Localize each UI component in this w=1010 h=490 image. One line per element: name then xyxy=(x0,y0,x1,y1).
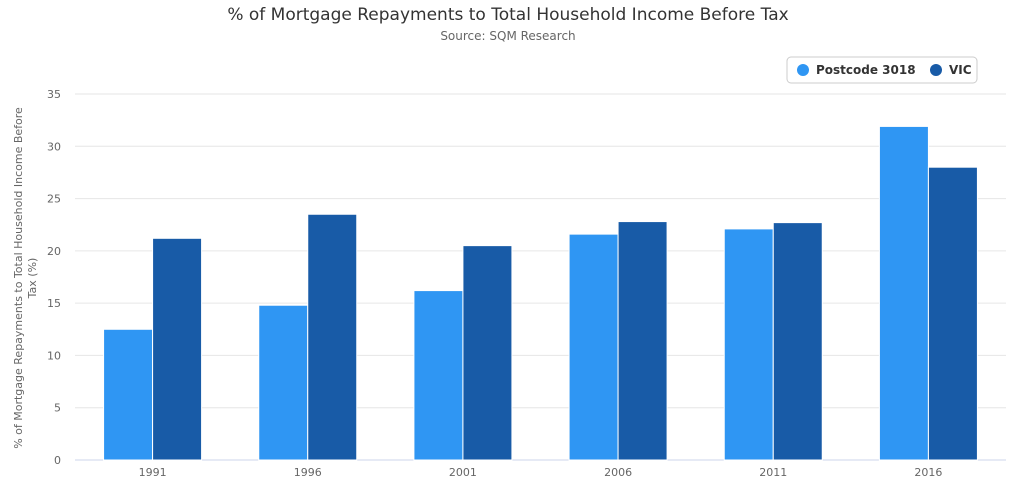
legend-marker-postcode-3018[interactable] xyxy=(797,64,809,76)
y-tick-label-25: 25 xyxy=(47,193,61,206)
y-axis-title-line-2: Tax (%) xyxy=(26,258,39,300)
y-tick-label-15: 15 xyxy=(47,297,61,310)
x-tick-label-2006: 2006 xyxy=(604,466,632,479)
legend-marker-vic[interactable] xyxy=(930,64,942,76)
legend-label-vic[interactable]: VIC xyxy=(949,63,972,77)
x-tick-label-1996: 1996 xyxy=(294,466,322,479)
bar-vic-2001[interactable] xyxy=(462,245,513,461)
x-axis-ticks: 1991 1996 2001 2006 2011 2016 xyxy=(139,466,943,479)
bar-vic-2011[interactable] xyxy=(772,222,823,461)
bar-vic-1996[interactable] xyxy=(307,213,358,461)
y-tick-label-35: 35 xyxy=(47,88,61,101)
bar-postcode-3018-1991[interactable] xyxy=(103,328,154,461)
y-axis-title-line-1: % of Mortgage Repayments to Total Househ… xyxy=(12,107,25,449)
x-tick-label-2001: 2001 xyxy=(449,466,477,479)
bar-postcode-3018-2011[interactable] xyxy=(723,228,774,461)
bar-vic-2006[interactable] xyxy=(617,221,668,461)
bars xyxy=(103,125,978,461)
legend-box xyxy=(786,56,978,84)
chart-title: % of Mortgage Repayments to Total Househ… xyxy=(227,5,788,25)
y-axis-ticks: 0 5 10 15 20 25 30 35 xyxy=(47,88,61,467)
chart-subtitle: Source: SQM Research xyxy=(440,29,575,43)
legend-label-postcode-3018[interactable]: Postcode 3018 xyxy=(816,63,916,77)
bar-vic-1991[interactable] xyxy=(152,237,203,461)
y-axis-title: % of Mortgage Repayments to Total Househ… xyxy=(12,107,39,449)
bar-postcode-3018-2016[interactable] xyxy=(878,125,929,461)
bar-postcode-3018-2006[interactable] xyxy=(568,233,619,461)
x-tick-label-2016: 2016 xyxy=(914,466,942,479)
legend: Postcode 3018 VIC xyxy=(786,56,978,84)
bar-vic-2016[interactable] xyxy=(927,166,978,461)
y-tick-label-30: 30 xyxy=(47,140,61,153)
x-tick-label-2011: 2011 xyxy=(759,466,787,479)
gridlines xyxy=(75,93,1006,461)
y-tick-label-5: 5 xyxy=(54,402,61,415)
x-tick-label-1991: 1991 xyxy=(139,466,167,479)
y-tick-label-10: 10 xyxy=(47,349,61,362)
bar-postcode-3018-1996[interactable] xyxy=(258,304,309,461)
y-tick-label-20: 20 xyxy=(47,245,61,258)
y-tick-label-0: 0 xyxy=(54,454,61,467)
bar-postcode-3018-2001[interactable] xyxy=(413,290,464,461)
